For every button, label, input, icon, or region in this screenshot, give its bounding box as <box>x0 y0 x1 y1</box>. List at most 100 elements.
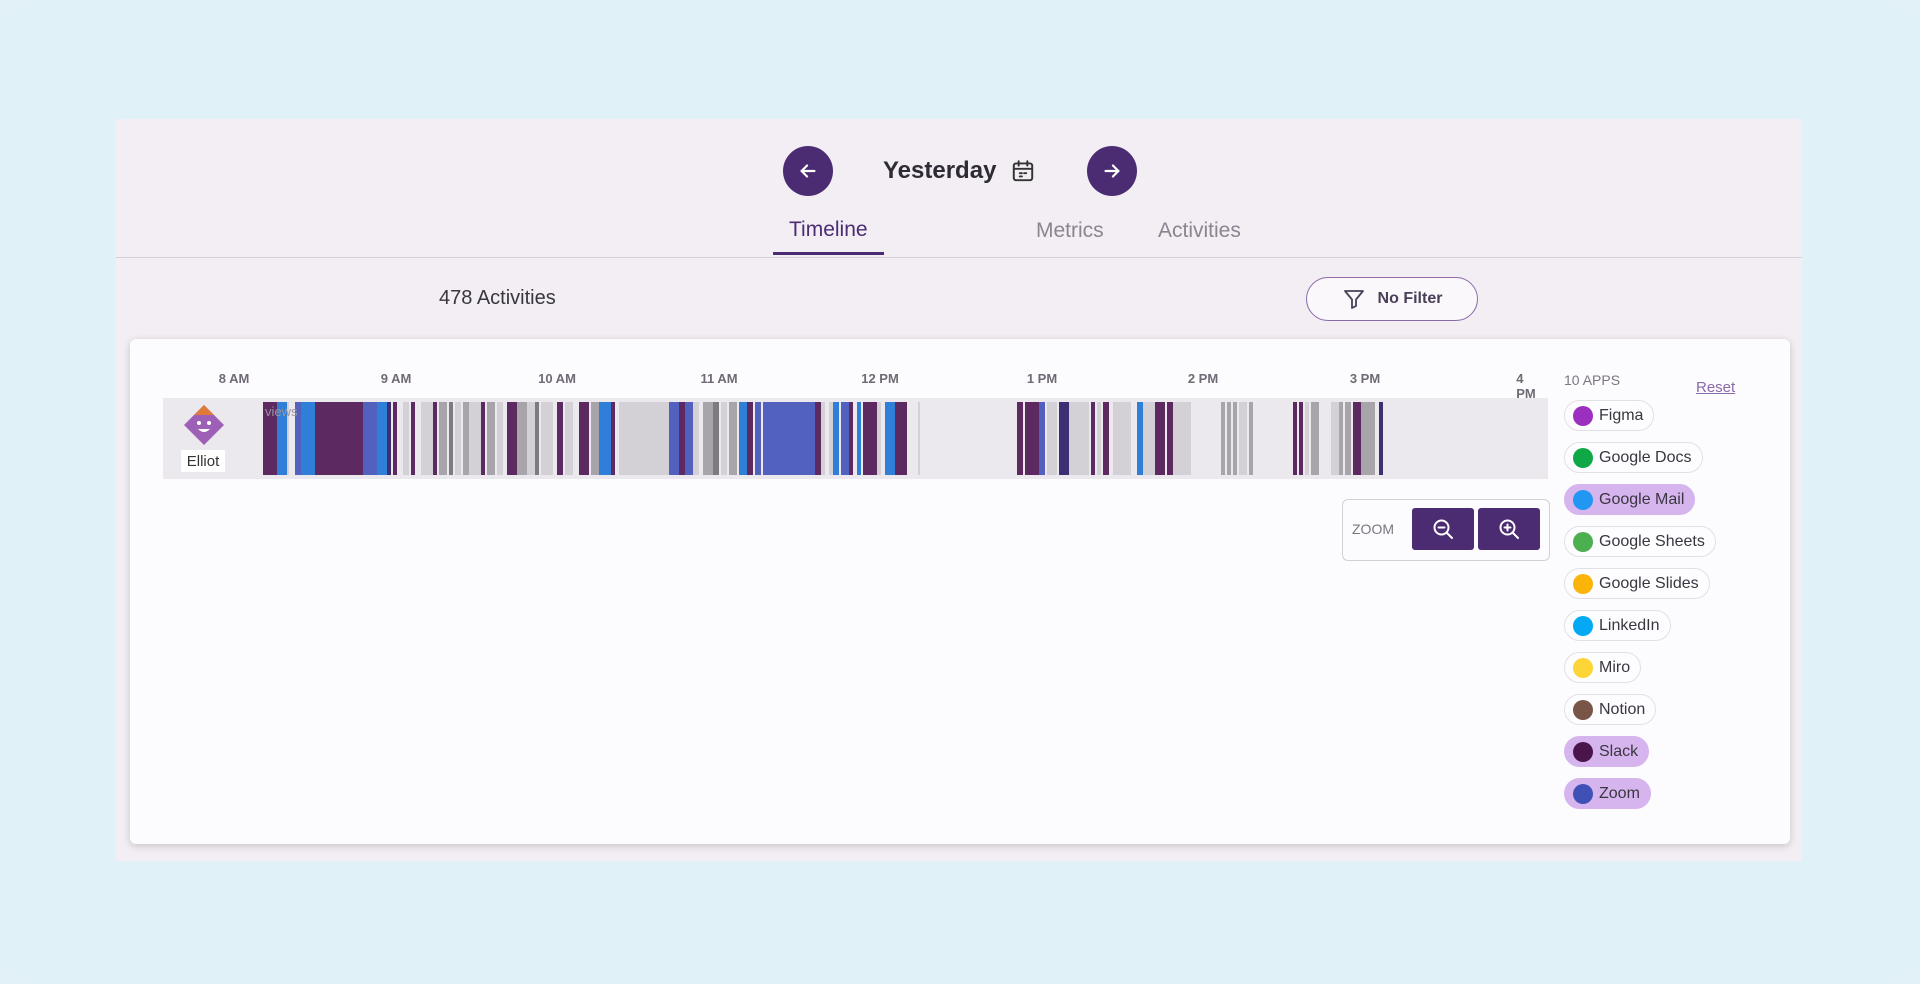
activity-bar[interactable] <box>871 402 877 475</box>
activity-bar[interactable] <box>849 402 853 475</box>
activity-bar[interactable] <box>439 402 447 475</box>
activity-bar[interactable] <box>535 402 539 475</box>
activity-bar[interactable] <box>763 402 815 475</box>
app-chip-google-docs[interactable]: Google Docs <box>1564 442 1703 473</box>
app-chip-google-slides[interactable]: Google Slides <box>1564 568 1710 599</box>
activity-bar[interactable] <box>1345 402 1351 475</box>
activity-bar[interactable] <box>1233 402 1237 475</box>
activity-bar[interactable] <box>1125 402 1131 475</box>
activity-bar[interactable] <box>685 402 693 475</box>
app-chip-google-mail[interactable]: Google Mail <box>1564 484 1696 515</box>
app-chip-linkedin[interactable]: LinkedIn <box>1564 610 1671 641</box>
app-chip-figma[interactable]: Figma <box>1564 400 1655 431</box>
activity-bar[interactable] <box>669 402 681 475</box>
activity-bar[interactable] <box>833 402 839 475</box>
activity-bar[interactable] <box>1239 402 1247 475</box>
tab-activities[interactable]: Activities <box>1158 219 1241 242</box>
activity-bar[interactable] <box>857 402 861 475</box>
app-chip-slack[interactable]: Slack <box>1564 736 1650 767</box>
activity-bar[interactable] <box>1249 402 1253 475</box>
activity-bar[interactable] <box>1039 402 1045 475</box>
activity-bar[interactable] <box>918 402 920 475</box>
activity-bar[interactable] <box>713 402 719 475</box>
activity-bar[interactable] <box>377 402 387 475</box>
activity-bar[interactable] <box>403 402 409 475</box>
activity-bar[interactable] <box>721 402 727 475</box>
activity-bar[interactable] <box>1353 402 1361 475</box>
activity-bar[interactable] <box>1221 402 1225 475</box>
activity-bar[interactable] <box>877 402 881 475</box>
tab-timeline[interactable]: Timeline <box>773 207 884 255</box>
activity-bar[interactable] <box>1025 402 1039 475</box>
user-timeline-lane[interactable]: Elliot views <box>163 398 1548 479</box>
activity-bar[interactable] <box>901 402 907 475</box>
activity-bar[interactable] <box>591 402 599 475</box>
activity-bar[interactable] <box>1371 402 1375 475</box>
activity-bar[interactable] <box>463 402 469 475</box>
activity-bar[interactable] <box>619 402 669 475</box>
activity-bar[interactable] <box>1227 402 1231 475</box>
activity-bar[interactable] <box>517 402 527 475</box>
activity-bar[interactable] <box>747 402 753 475</box>
filter-button[interactable]: No Filter <box>1306 277 1478 321</box>
activity-bar[interactable] <box>421 402 433 475</box>
app-chip-notion[interactable]: Notion <box>1564 694 1657 725</box>
activity-bar[interactable] <box>863 402 871 475</box>
activity-bar[interactable] <box>841 402 849 475</box>
activity-bar[interactable] <box>527 402 535 475</box>
activity-bar[interactable] <box>301 402 315 475</box>
activity-bar[interactable] <box>815 402 821 475</box>
activity-bar[interactable] <box>1379 402 1383 475</box>
activity-bar[interactable] <box>679 402 685 475</box>
activity-bar[interactable] <box>1113 402 1125 475</box>
activity-bar[interactable] <box>1047 402 1057 475</box>
activity-bar[interactable] <box>1155 402 1165 475</box>
activity-bar[interactable] <box>1143 402 1155 475</box>
reset-link[interactable]: Reset <box>1696 379 1736 396</box>
activity-bar[interactable] <box>363 402 377 475</box>
activity-bar[interactable] <box>315 402 337 475</box>
activity-bar[interactable] <box>1331 402 1341 475</box>
activity-bar[interactable] <box>487 402 495 475</box>
activity-bar[interactable] <box>1183 402 1191 475</box>
activity-bar[interactable] <box>497 402 503 475</box>
app-chip-google-sheets[interactable]: Google Sheets <box>1564 526 1716 557</box>
activity-bar[interactable] <box>1173 402 1183 475</box>
activity-bar[interactable] <box>455 402 461 475</box>
activity-bar[interactable] <box>1059 402 1069 475</box>
calendar-icon[interactable] <box>1010 158 1036 184</box>
activity-bar[interactable] <box>481 402 485 475</box>
activity-bar[interactable] <box>507 402 519 475</box>
activity-bar[interactable] <box>411 402 415 475</box>
activity-bar[interactable] <box>1305 402 1309 475</box>
activity-bar[interactable] <box>469 402 481 475</box>
activity-bar[interactable] <box>565 402 573 475</box>
activity-bar[interactable] <box>1311 402 1319 475</box>
activity-bar[interactable] <box>1083 402 1089 475</box>
activity-bar[interactable] <box>387 402 391 475</box>
activity-bar[interactable] <box>703 402 713 475</box>
previous-day-button[interactable] <box>783 146 833 196</box>
activity-bar[interactable] <box>579 402 589 475</box>
activity-bar[interactable] <box>1361 402 1371 475</box>
activity-bar[interactable] <box>449 402 453 475</box>
activity-bar[interactable] <box>895 402 901 475</box>
activity-bar[interactable] <box>1091 402 1095 475</box>
activity-bar[interactable] <box>821 402 825 475</box>
activity-bar[interactable] <box>263 402 277 475</box>
zoom-out-button[interactable] <box>1412 508 1474 550</box>
app-chip-miro[interactable]: Miro <box>1564 652 1642 683</box>
activity-bar[interactable] <box>755 402 761 475</box>
activity-bar[interactable] <box>295 402 301 475</box>
activity-bar[interactable] <box>287 402 289 475</box>
activity-bar[interactable] <box>1299 402 1303 475</box>
activity-bar[interactable] <box>433 402 437 475</box>
activity-bar[interactable] <box>599 402 611 475</box>
activity-bar[interactable] <box>1069 402 1083 475</box>
date-label[interactable]: Yesterday <box>883 146 1036 196</box>
activity-bar[interactable] <box>1293 402 1297 475</box>
app-chip-zoom[interactable]: Zoom <box>1564 778 1651 809</box>
activity-bar[interactable] <box>611 402 615 475</box>
activity-bar[interactable] <box>1017 402 1023 475</box>
activity-bar[interactable] <box>739 402 747 475</box>
